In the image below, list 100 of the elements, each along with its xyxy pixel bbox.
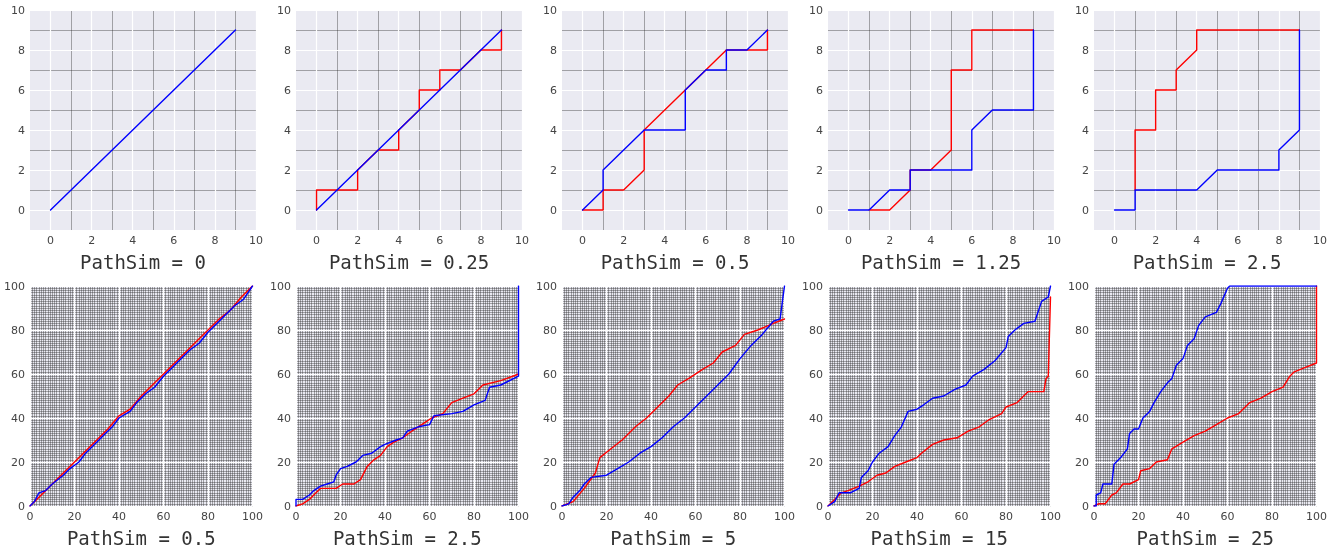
y-tick-label: 60 [543, 367, 557, 381]
y-tick-label: 6 [816, 83, 823, 97]
y-tick-label: 6 [284, 83, 291, 97]
x-tick-label: 6 [170, 234, 178, 247]
x-tick-label: 10 [515, 234, 529, 247]
x-tick-label: 0 [1111, 234, 1119, 247]
x-axis-title: PathSim = 1.25 [860, 250, 1022, 273]
y-tick-label: 0 [550, 499, 557, 513]
x-tick-label: 80 [733, 510, 747, 523]
x-tick-label: 6 [968, 234, 976, 247]
y-tick-label: 40 [277, 411, 291, 425]
x-axis-title: PathSim = 0.25 [328, 250, 490, 273]
x-tick-label: 100 [1306, 510, 1327, 523]
x-tick-label: 20 [1131, 510, 1146, 523]
line-series [295, 285, 520, 507]
x-tick-label: 0 [292, 510, 300, 523]
x-tick-label: 8 [477, 234, 485, 247]
line-series [1093, 285, 1318, 507]
x-tick-label: 2 [88, 234, 96, 247]
y-tick-label: 0 [816, 499, 823, 513]
y-tick-label: 20 [809, 455, 823, 469]
y-tick-label: 8 [550, 43, 557, 57]
y-tick-label: 10 [277, 3, 291, 17]
x-tick-label: 0 [313, 234, 321, 247]
y-tick-label: 80 [277, 323, 291, 337]
x-tick-label: 40 [644, 510, 658, 523]
y-tick-label: 0 [18, 203, 25, 217]
x-tick-label: 10 [249, 234, 263, 247]
x-tick-label: 20 [865, 510, 880, 523]
y-tick-label: 100 [270, 279, 291, 293]
x-tick-label: 2 [886, 234, 894, 247]
y-tick-label: 100 [1068, 279, 1089, 293]
x-tick-label: 0 [579, 234, 587, 247]
x-tick-label: 8 [1009, 234, 1017, 247]
x-axis-title: PathSim = 0.5 [66, 526, 216, 549]
y-tick-label: 4 [816, 123, 823, 137]
x-tick-label: 8 [211, 234, 219, 247]
x-tick-label: 60 [688, 510, 703, 523]
x-tick-label: 100 [1040, 510, 1061, 523]
x-tick-label: 2 [620, 234, 628, 247]
x-tick-label: 40 [378, 510, 392, 523]
x-tick-label: 80 [467, 510, 481, 523]
x-tick-label: 60 [1220, 510, 1235, 523]
x-axis-title: PathSim = 5 [610, 526, 737, 549]
x-tick-label: 8 [1275, 234, 1283, 247]
line-series [315, 29, 503, 211]
y-tick-label: 60 [277, 367, 291, 381]
y-tick-label: 100 [4, 279, 25, 293]
y-tick-label: 6 [18, 83, 25, 97]
y-tick-label: 0 [18, 499, 25, 513]
y-tick-label: 80 [1075, 323, 1089, 337]
y-tick-label: 10 [809, 3, 823, 17]
y-tick-label: 2 [816, 163, 823, 177]
x-axis-title: PathSim = 25 [1136, 526, 1274, 549]
y-tick-label: 80 [809, 323, 823, 337]
y-tick-label: 6 [550, 83, 557, 97]
y-tick-label: 20 [11, 455, 25, 469]
y-tick-label: 60 [809, 367, 823, 381]
y-tick-label: 20 [1075, 455, 1089, 469]
x-tick-label: 0 [26, 510, 34, 523]
y-tick-label: 4 [1082, 123, 1089, 137]
y-tick-label: 20 [277, 455, 291, 469]
x-tick-label: 8 [743, 234, 751, 247]
x-tick-label: 60 [156, 510, 171, 523]
x-tick-label: 20 [599, 510, 614, 523]
x-tick-label: 0 [47, 234, 55, 247]
x-tick-label: 4 [1193, 234, 1201, 247]
y-tick-label: 2 [18, 163, 25, 177]
x-tick-label: 20 [67, 510, 82, 523]
x-tick-label: 0 [845, 234, 853, 247]
x-tick-label: 40 [910, 510, 924, 523]
y-tick-label: 2 [284, 163, 291, 177]
y-tick-label: 0 [284, 499, 291, 513]
x-tick-label: 2 [354, 234, 362, 247]
x-tick-label: 80 [1265, 510, 1279, 523]
line-series [1113, 29, 1301, 211]
y-tick-label: 10 [1075, 3, 1089, 17]
x-axis-title: PathSim = 0 [80, 250, 206, 273]
x-tick-label: 60 [954, 510, 969, 523]
x-axis-title: PathSim = 2.5 [1132, 250, 1282, 273]
x-axis-title: PathSim = 0.5 [600, 250, 750, 273]
y-tick-label: 8 [1082, 43, 1089, 57]
line-series [1134, 29, 1301, 191]
y-tick-label: 60 [11, 367, 25, 381]
x-tick-label: 6 [702, 234, 710, 247]
x-tick-label: 6 [1234, 234, 1242, 247]
y-tick-label: 10 [543, 3, 557, 17]
x-tick-label: 10 [1047, 234, 1061, 247]
x-tick-label: 20 [333, 510, 348, 523]
y-tick-label: 0 [550, 203, 557, 217]
x-tick-label: 10 [1313, 234, 1327, 247]
y-tick-label: 2 [1082, 163, 1089, 177]
y-tick-label: 60 [1075, 367, 1089, 381]
y-tick-label: 80 [543, 323, 557, 337]
x-tick-label: 2 [1152, 234, 1160, 247]
y-tick-label: 40 [1075, 411, 1089, 425]
y-tick-label: 8 [284, 43, 291, 57]
x-tick-label: 6 [436, 234, 444, 247]
y-tick-label: 100 [802, 279, 823, 293]
y-tick-label: 0 [816, 203, 823, 217]
